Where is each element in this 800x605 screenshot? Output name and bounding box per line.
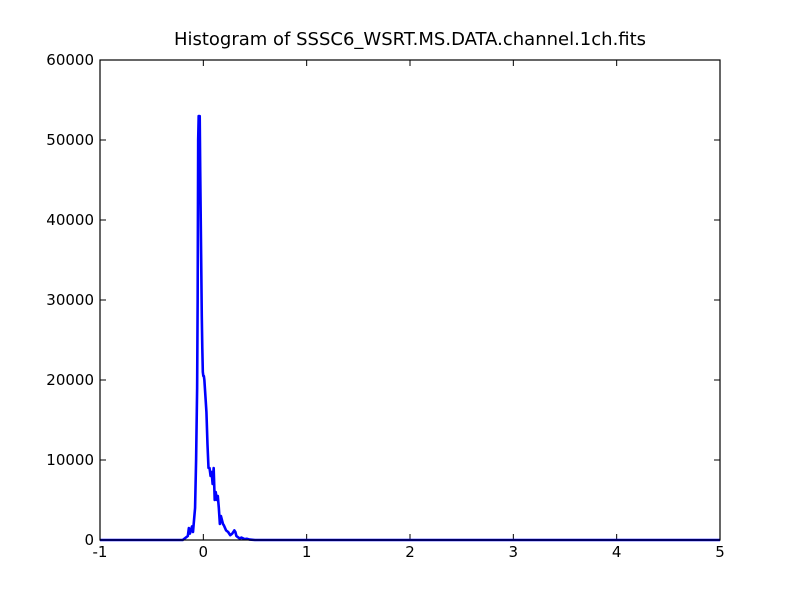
- x-tick-label: 2: [405, 543, 415, 561]
- y-tick-label: 50000: [46, 131, 94, 149]
- x-tick-label: -1: [93, 543, 108, 561]
- x-tick-label: 4: [612, 543, 622, 561]
- x-tick-label: 1: [302, 543, 312, 561]
- y-tick-label: 20000: [46, 371, 94, 389]
- y-tick-label: 10000: [46, 451, 94, 469]
- y-tick-label: 30000: [46, 291, 94, 309]
- y-tick-label: 0: [84, 531, 94, 549]
- y-tick-label: 60000: [46, 51, 94, 69]
- x-tick-label: 3: [509, 543, 519, 561]
- series-line: [100, 114, 720, 542]
- x-tick-label: 0: [199, 543, 209, 561]
- plot-frame: [99, 59, 721, 541]
- y-tick-label: 40000: [46, 211, 94, 229]
- chart-title: Histogram of SSSC6_WSRT.MS.DATA.channel.…: [174, 29, 646, 50]
- x-tick-label: 5: [715, 543, 725, 561]
